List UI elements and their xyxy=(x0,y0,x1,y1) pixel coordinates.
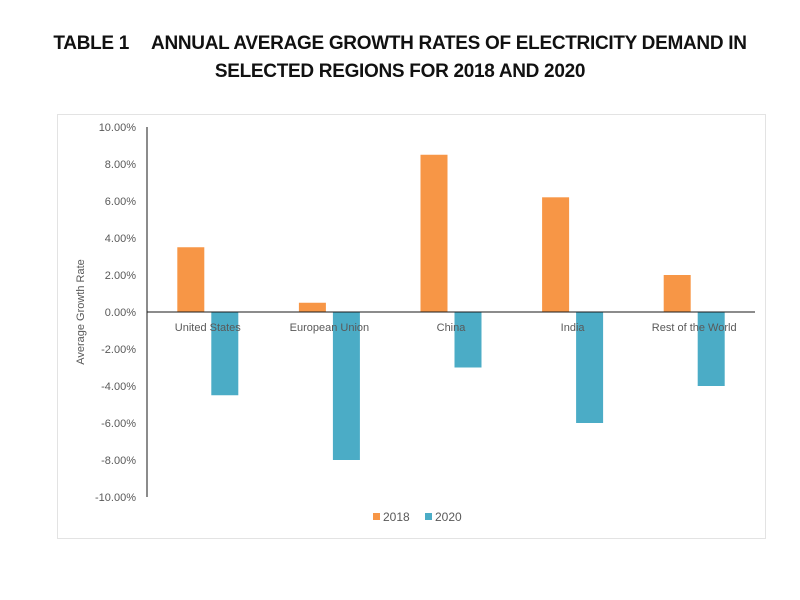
chart-area xyxy=(57,114,766,539)
y-tick-label: -8.00% xyxy=(101,455,136,467)
legend: 2018 2020 xyxy=(373,510,462,524)
bar-2020-european-union xyxy=(332,312,360,460)
y-tick-label: -2.00% xyxy=(101,344,136,356)
bar-2020-united-states xyxy=(211,312,239,396)
y-tick-label: 8.00% xyxy=(105,159,136,171)
x-category-label: China xyxy=(437,322,467,334)
y-tick-label: 10.00% xyxy=(99,122,137,134)
bar-2018-india xyxy=(542,197,570,312)
category-labels: United States European Union China India Res… xyxy=(175,322,737,334)
title-prefix: TABLE 1 xyxy=(53,33,130,54)
bar-2018-rest-of-the-world xyxy=(663,275,691,312)
y-tick-label: -6.00% xyxy=(101,418,136,430)
bar-2018-united-states xyxy=(177,247,205,312)
x-category-label: Rest of the World xyxy=(652,322,737,334)
y-tick-label: -10.00% xyxy=(95,492,136,504)
y-tick-label: 2.00% xyxy=(105,270,136,282)
y-tick-label: 0.00% xyxy=(105,307,136,319)
bar-2020-india xyxy=(576,312,604,423)
legend-swatch-2018 xyxy=(373,513,380,520)
y-axis-ticks: 10.00% 8.00% 6.00% 4.00% 2.00% 0.00% -2.00% -4.… xyxy=(95,122,136,504)
y-tick-label: 6.00% xyxy=(105,196,136,208)
title-line-2: SELECTED REGIONS FOR 2018 AND 2020 xyxy=(214,61,586,82)
y-tick-label: 4.00% xyxy=(105,233,136,245)
y-tick-label: -4.00% xyxy=(101,381,136,393)
bar-2020-rest-of-the-world xyxy=(697,312,725,386)
bar-2018-european-union xyxy=(298,302,326,312)
legend-swatch-2020 xyxy=(425,513,432,520)
bar-2018-china xyxy=(420,154,448,312)
x-category-label: India xyxy=(561,322,586,334)
title-line-1: TABLE 1 ANNUAL AVERAGE GROWTH RATES OF EL… xyxy=(0,30,800,58)
x-category-label: United States xyxy=(175,322,242,334)
axes xyxy=(146,127,755,497)
y-axis-label: Average Growth Rate xyxy=(75,259,87,365)
legend-label-2020: 2020 xyxy=(435,510,462,524)
x-category-label: European Union xyxy=(290,322,370,334)
title-text-1: ANNUAL AVERAGE GROWTH RATES OF ELECTRICI… xyxy=(151,33,747,54)
bar-2020-china xyxy=(454,312,482,368)
bars xyxy=(177,154,725,460)
chart-title: TABLE 1 ANNUAL AVERAGE GROWTH RATES OF EL… xyxy=(0,30,800,86)
legend-label-2018: 2018 xyxy=(383,510,410,524)
